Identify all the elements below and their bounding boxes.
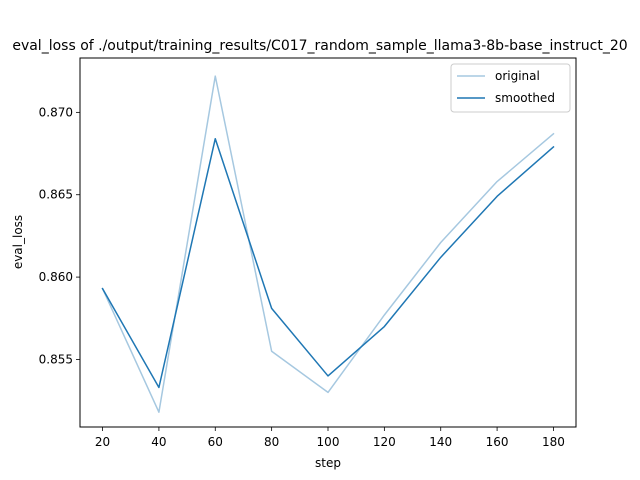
y-axis: 0.855 0.860 0.865 0.870 xyxy=(39,105,80,366)
x-tick-label: 160 xyxy=(486,435,509,449)
legend-label-original: original xyxy=(495,69,540,83)
x-tick-label: 120 xyxy=(373,435,396,449)
series-line-original xyxy=(101,75,555,413)
y-tick-label: 0.860 xyxy=(39,270,73,284)
y-axis-label: eval_loss xyxy=(11,215,25,269)
y-tick-label: 0.870 xyxy=(39,105,73,119)
x-axis: 20 40 60 80 100 120 140 160 180 xyxy=(95,427,565,449)
x-tick-label: 80 xyxy=(264,435,279,449)
y-tick-label: 0.855 xyxy=(39,352,73,366)
legend-label-smoothed: smoothed xyxy=(495,91,555,105)
x-tick-label: 140 xyxy=(429,435,452,449)
series-layer xyxy=(101,75,555,413)
x-tick-label: 40 xyxy=(151,435,166,449)
x-tick-label: 60 xyxy=(208,435,223,449)
x-tick-label: 100 xyxy=(317,435,340,449)
x-tick-label: 20 xyxy=(95,435,110,449)
legend: original smoothed xyxy=(450,63,571,113)
x-tick-label: 180 xyxy=(542,435,565,449)
y-tick-label: 0.865 xyxy=(39,188,73,202)
chart-title: eval_loss of ./output/training_results/C… xyxy=(12,38,627,54)
x-axis-label: step xyxy=(315,456,341,470)
series-line-smoothed xyxy=(101,137,555,389)
